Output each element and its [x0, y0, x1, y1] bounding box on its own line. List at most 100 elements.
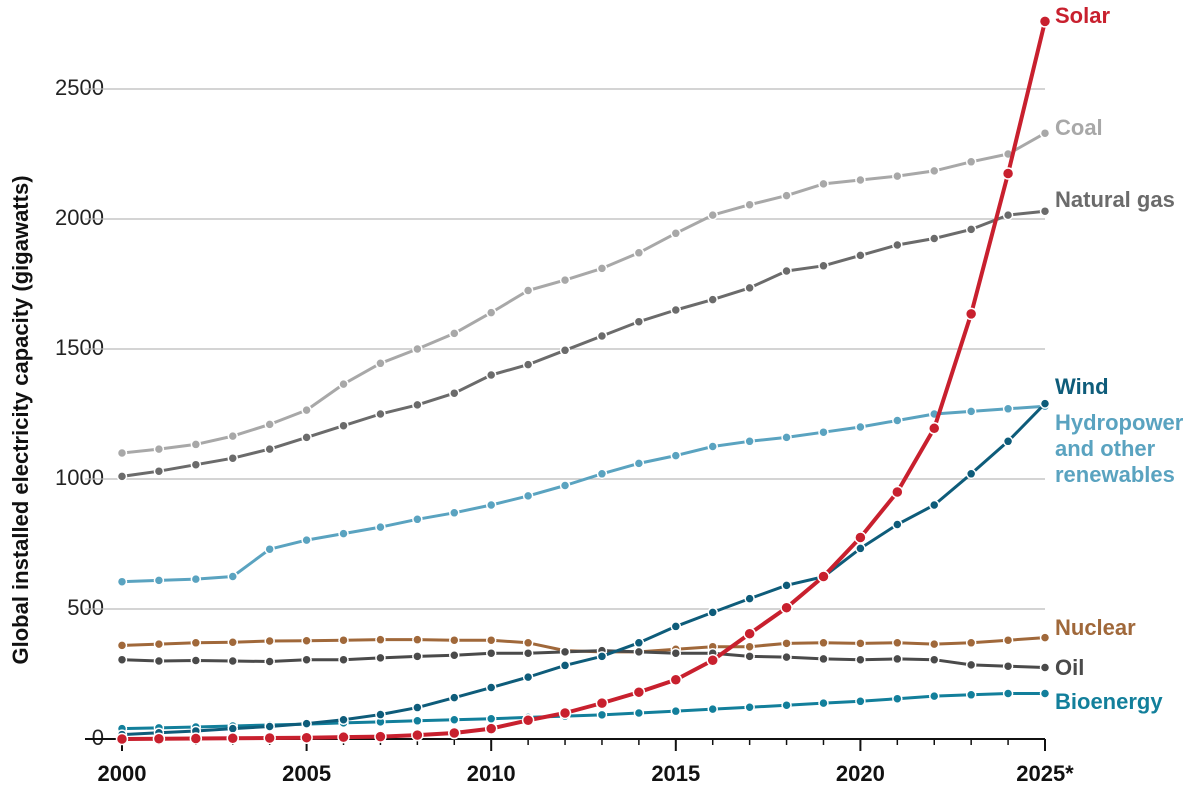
data-point	[559, 660, 571, 671]
data-point	[1038, 15, 1052, 28]
data-point	[781, 638, 792, 649]
data-point	[818, 260, 829, 272]
data-point	[855, 250, 866, 261]
data-point	[892, 519, 903, 530]
data-point	[338, 634, 349, 646]
data-point	[449, 634, 460, 646]
data-point	[892, 637, 903, 649]
data-point	[892, 415, 903, 426]
data-point	[670, 450, 682, 461]
data-point	[1002, 688, 1014, 699]
data-point	[670, 647, 682, 659]
data-point	[301, 404, 312, 416]
data-point	[964, 307, 978, 321]
data-point	[264, 635, 275, 647]
data-point	[670, 228, 682, 239]
data-point	[670, 705, 682, 717]
data-point	[190, 439, 202, 450]
data-point	[301, 432, 312, 443]
data-point	[521, 714, 535, 727]
data-point	[596, 468, 608, 480]
data-point	[152, 732, 166, 745]
data-point	[744, 702, 755, 713]
y-tick-label: 2500	[55, 75, 104, 100]
data-point	[485, 369, 497, 381]
data-point	[522, 490, 534, 502]
data-point	[375, 521, 386, 533]
series-label: Wind	[1055, 373, 1109, 399]
data-point	[855, 543, 866, 554]
data-point	[743, 627, 756, 640]
data-point	[818, 426, 829, 438]
data-point	[227, 655, 239, 667]
data-point	[965, 689, 977, 701]
y-tick-label: 1500	[55, 335, 104, 360]
data-point	[928, 638, 940, 650]
series-label: Hydropower and other renewables	[1055, 410, 1184, 488]
data-point	[1001, 167, 1015, 180]
data-point	[116, 654, 128, 665]
data-point	[227, 430, 239, 442]
data-point	[559, 274, 571, 286]
data-point	[264, 443, 275, 455]
data-point	[596, 709, 608, 721]
data-point	[670, 621, 682, 632]
data-point	[707, 703, 718, 715]
data-point	[449, 387, 460, 399]
data-point	[818, 653, 829, 665]
data-point	[855, 654, 866, 665]
data-point	[707, 607, 718, 618]
data-point	[781, 580, 792, 591]
x-tick-label: 2000	[98, 761, 147, 785]
series-label: Coal	[1055, 115, 1103, 141]
data-point	[301, 534, 312, 546]
data-point	[670, 304, 682, 316]
data-point	[264, 543, 275, 555]
data-point	[190, 573, 202, 585]
data-point	[449, 328, 460, 339]
data-point	[928, 499, 940, 511]
data-point	[855, 696, 866, 707]
data-point	[264, 419, 275, 430]
data-point	[927, 422, 941, 435]
data-point	[522, 359, 534, 370]
data-point	[485, 713, 497, 724]
data-point	[449, 507, 460, 519]
data-point	[559, 480, 571, 491]
data-point	[559, 345, 571, 356]
data-point	[375, 634, 386, 645]
data-point	[449, 650, 460, 661]
y-tick-label: 2000	[55, 205, 104, 230]
data-point	[449, 714, 460, 726]
data-point	[781, 190, 792, 201]
series-label: Nuclear	[1055, 614, 1136, 640]
data-point	[115, 732, 129, 746]
data-point	[892, 693, 903, 704]
data-point	[263, 731, 276, 745]
data-point	[818, 637, 829, 649]
data-point	[338, 528, 349, 539]
data-point	[632, 685, 646, 699]
data-point	[522, 285, 534, 296]
data-point	[633, 458, 645, 469]
data-point	[412, 399, 423, 411]
data-point	[484, 722, 498, 735]
data-point	[1039, 398, 1051, 409]
data-point	[744, 282, 755, 294]
data-point	[744, 641, 755, 652]
data-point	[1002, 403, 1014, 415]
data-point	[338, 654, 349, 665]
data-point	[485, 647, 497, 659]
data-point	[744, 593, 755, 604]
data-point	[153, 575, 165, 586]
data-point	[1039, 688, 1051, 699]
series-line	[121, 404, 1046, 584]
x-tick-label: 2025*	[1016, 761, 1074, 785]
data-point	[781, 651, 792, 663]
data-point	[522, 671, 534, 683]
data-point	[190, 655, 202, 666]
data-point	[965, 156, 977, 168]
data-point	[744, 199, 755, 210]
data-point	[301, 654, 312, 665]
